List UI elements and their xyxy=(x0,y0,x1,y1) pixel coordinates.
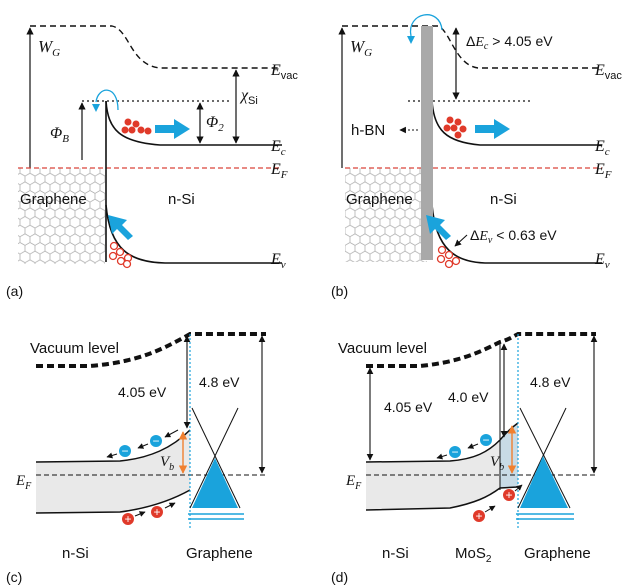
electron-c-1-sign: − xyxy=(152,434,159,448)
ec-label-b: Ec xyxy=(594,138,610,158)
electron-c-1 xyxy=(150,435,162,447)
nsi-label-b: n-Si xyxy=(490,191,517,208)
electron-flow-arrow xyxy=(155,119,190,139)
hole-d-1 xyxy=(473,510,485,522)
chi-si-label: χSi xyxy=(239,87,258,107)
panel-c: − − + + Vacuum level 4.05 eV 4.8 eV Vb E… xyxy=(6,332,266,585)
nsi-label: n-Si xyxy=(168,191,195,208)
hole-flow-arrow-b xyxy=(426,215,451,240)
hole-cluster xyxy=(108,241,133,269)
mos2-label-d: MoS2 xyxy=(455,545,492,565)
electron-c-2-sign: − xyxy=(121,444,128,458)
valence-band xyxy=(105,204,282,264)
vacuum-label-d: Vacuum level xyxy=(338,340,427,357)
phi-b-label: ΦB xyxy=(50,125,69,145)
wg-label-b: WG xyxy=(350,37,372,59)
panel-d-label: (d) xyxy=(331,569,348,585)
hole-c-1-sign: + xyxy=(124,512,131,526)
dirac-cone-line-1 xyxy=(191,407,241,509)
hole-d-arrow-1 xyxy=(484,505,496,513)
hole-c-arrow-2 xyxy=(164,502,176,509)
ef-label: EF xyxy=(270,161,288,181)
hole-d-arrow-2 xyxy=(514,484,523,492)
hole-d-1-sign: + xyxy=(475,509,482,523)
graphene-lattice xyxy=(18,168,105,264)
hole-flow-arrow xyxy=(108,215,133,240)
vacuum-label-c: Vacuum level xyxy=(30,340,119,357)
nsi-label-c: n-Si xyxy=(62,545,89,562)
phi2-label: Φ2 xyxy=(206,114,224,134)
electron-cluster xyxy=(121,118,152,135)
electron-d-arrow-1 xyxy=(467,443,479,449)
delta-ev-pointer xyxy=(454,234,468,247)
vb-label-c: Vb xyxy=(160,454,174,473)
dirac-cone-line-2 xyxy=(189,407,239,509)
conduction-band xyxy=(105,100,282,146)
ev-label: Ev xyxy=(270,251,286,271)
vacuum-level-line xyxy=(30,25,280,69)
panel-a: WG ΦB Φ2 χSi Evac Ec EF Ev Graphene n-Si… xyxy=(6,25,298,299)
si-affinity-label-d: 4.05 eV xyxy=(384,399,433,415)
tunneling-arrow-b xyxy=(409,14,443,37)
electron-cluster-b xyxy=(443,116,467,139)
dirac-cone-line-d-2 xyxy=(517,407,567,509)
delta-ev-label: ΔEv < 0.63 eV xyxy=(470,227,557,246)
electron-c-arrow-2 xyxy=(106,452,118,459)
electron-d-2 xyxy=(449,446,461,458)
si-band-shade xyxy=(36,430,190,513)
hole-c-2-sign: + xyxy=(153,505,160,519)
panel-c-label: (c) xyxy=(6,569,22,585)
graphene-label-d: Graphene xyxy=(524,545,591,562)
tunneling-arrowhead-b xyxy=(407,36,415,44)
mos2-band-shade xyxy=(500,423,518,488)
hole-cluster-b xyxy=(436,245,461,269)
nsi-label-d: n-Si xyxy=(382,545,409,562)
ef-label-c: EF xyxy=(15,473,32,492)
electron-c-2 xyxy=(119,445,131,457)
workfunction-label-c: 4.8 eV xyxy=(199,374,240,390)
ef-label-d: EF xyxy=(345,473,362,492)
graphene-label-b: Graphene xyxy=(346,191,413,208)
electron-c-arrow-3 xyxy=(164,429,179,438)
valence-band-c xyxy=(35,489,191,514)
electron-d-arrow-2 xyxy=(436,453,448,460)
electron-d-2-sign: − xyxy=(451,445,458,459)
filled-cone-c xyxy=(192,458,238,508)
panel-d: − − + + Vacuum level 4.05 eV 4.0 eV 4.8 … xyxy=(331,332,598,585)
graphene-label-c: Graphene xyxy=(186,545,253,562)
mos2-affinity-label-d: 4.0 eV xyxy=(448,389,489,405)
affinity-label-c: 4.05 eV xyxy=(118,384,167,400)
hole-d-2 xyxy=(503,489,515,501)
wg-label: WG xyxy=(38,37,60,59)
workfunction-label-d: 4.8 eV xyxy=(530,374,571,390)
graphene-label: Graphene xyxy=(20,191,87,208)
delta-ec-label: ΔEc > 4.05 eV xyxy=(466,33,553,52)
electron-d-1-sign: − xyxy=(482,433,489,447)
tunneling-arrow xyxy=(95,89,119,111)
electron-c-arrow-1 xyxy=(137,443,149,449)
ec-label: Ec xyxy=(270,138,286,158)
ev-label-b: Ev xyxy=(594,251,610,271)
electron-flow-arrow-b xyxy=(475,119,510,139)
panel-a-label: (a) xyxy=(6,283,23,299)
graphene-lattice-b xyxy=(345,168,427,262)
dirac-cone-line-d-1 xyxy=(519,407,571,509)
hole-c-arrow-1 xyxy=(134,511,146,517)
tunneling-arrowhead xyxy=(92,104,100,112)
filled-cone-d xyxy=(520,456,568,508)
electron-d-1 xyxy=(480,434,492,446)
evac-label: Evac xyxy=(270,62,298,82)
hbn-barrier xyxy=(421,26,433,260)
vb-label-d: Vb xyxy=(490,454,504,473)
panel-b-label: (b) xyxy=(331,283,348,299)
hbn-label: h-BN xyxy=(351,122,385,139)
hole-c-2 xyxy=(151,506,163,518)
conduction-band-b xyxy=(431,100,602,146)
hole-c-1 xyxy=(122,513,134,525)
panel-b: WG ΔEc > 4.05 eV Evac h-BN Ec EF Ev Grap… xyxy=(331,14,622,299)
hole-d-2-sign: + xyxy=(505,488,512,502)
ef-label-b: EF xyxy=(594,161,612,181)
evac-label-b: Evac xyxy=(594,62,622,82)
